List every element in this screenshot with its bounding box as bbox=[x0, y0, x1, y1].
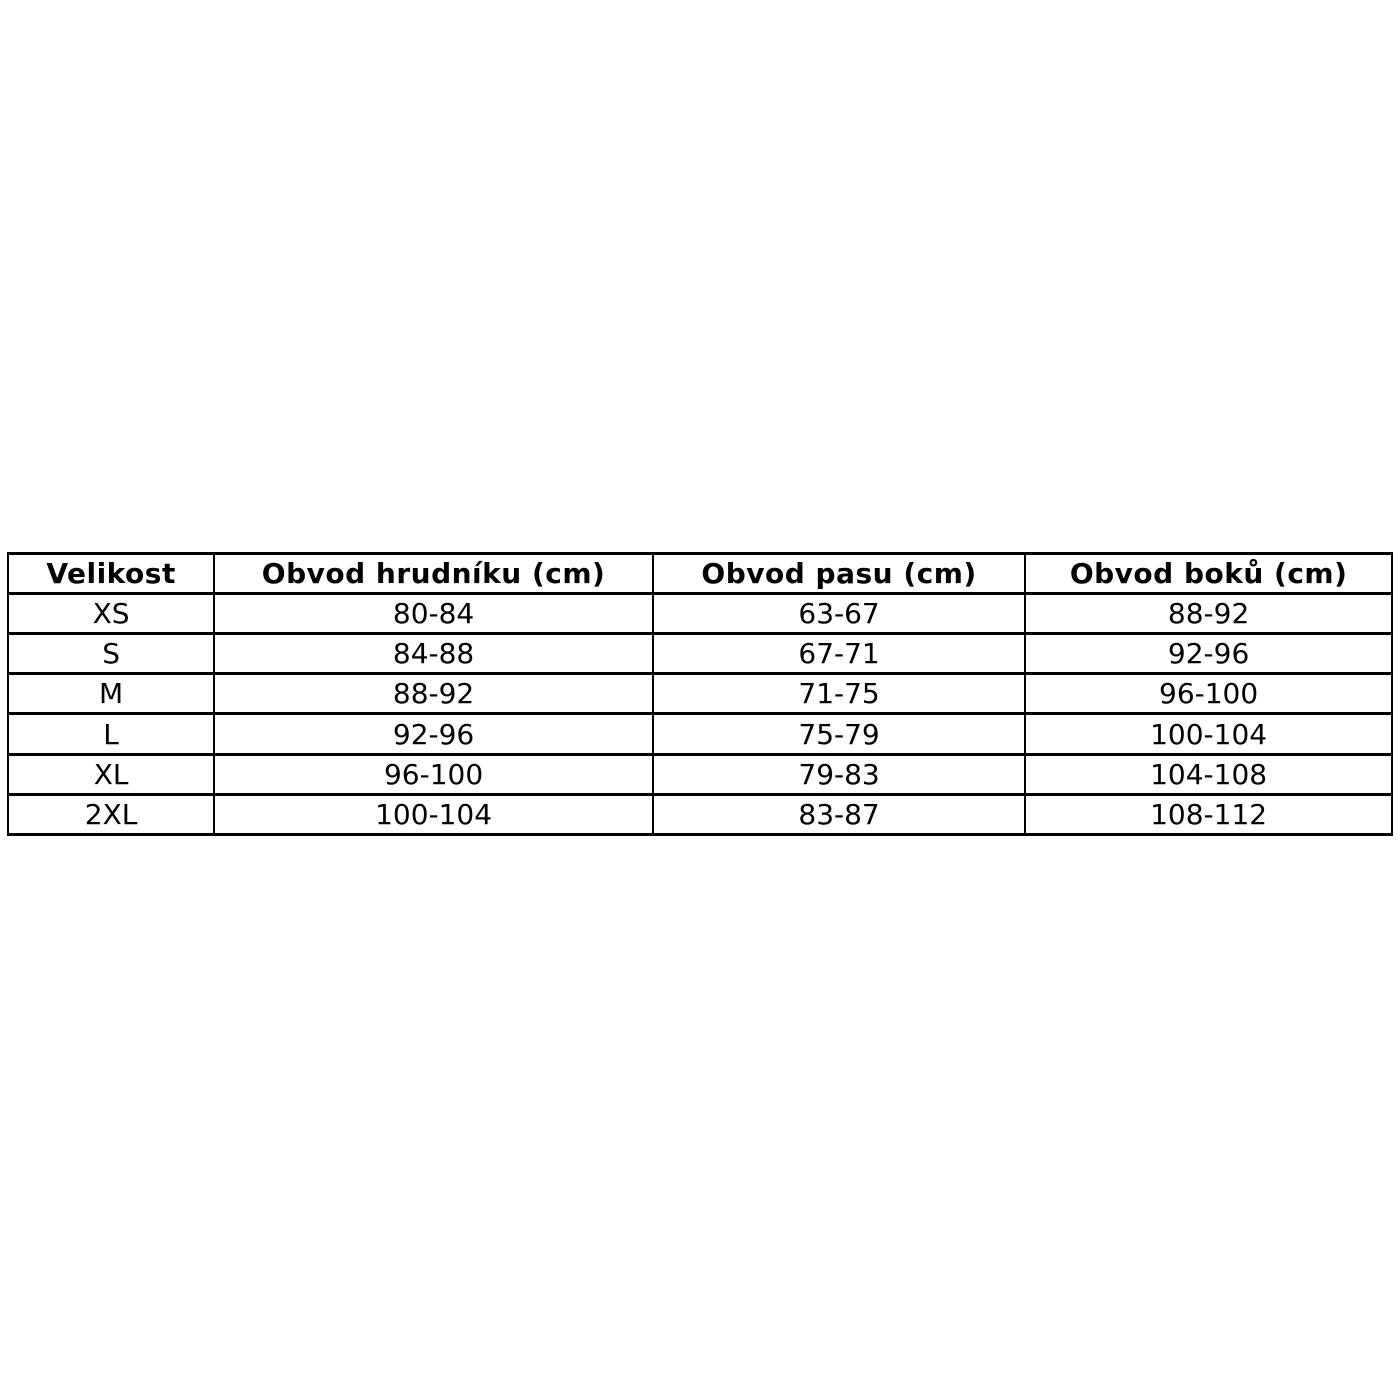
table-cell: 96-100 bbox=[1024, 672, 1393, 716]
table-cell: 108-112 bbox=[1024, 792, 1393, 837]
table-cell: L bbox=[6, 712, 216, 756]
table-cell: XL bbox=[6, 752, 216, 796]
table-row: L 92-96 75-79 100-104 bbox=[6, 712, 1393, 756]
table-cell: 100-104 bbox=[1024, 712, 1393, 756]
table-cell: 67-71 bbox=[651, 632, 1027, 676]
table-cell: 88-92 bbox=[1024, 591, 1393, 636]
table-row: 2XL 100-104 83-87 108-112 bbox=[6, 792, 1393, 837]
table-cell: 104-108 bbox=[1024, 752, 1393, 796]
table-cell: S bbox=[6, 632, 216, 676]
table-cell: 80-84 bbox=[213, 591, 654, 636]
table-cell: 84-88 bbox=[213, 632, 654, 676]
table-cell: 63-67 bbox=[651, 591, 1027, 636]
table-row: M 88-92 71-75 96-100 bbox=[6, 672, 1393, 716]
column-header-waist: Obvod pasu (cm) bbox=[651, 552, 1027, 595]
column-header-chest: Obvod hrudníku (cm) bbox=[213, 552, 654, 595]
table-cell: 71-75 bbox=[651, 672, 1027, 716]
table-cell: M bbox=[6, 672, 216, 716]
table-cell: 92-96 bbox=[1024, 632, 1393, 676]
column-header-size: Velikost bbox=[6, 552, 216, 595]
size-chart-table: Velikost Obvod hrudníku (cm) Obvod pasu … bbox=[6, 552, 1393, 837]
table-cell: 75-79 bbox=[651, 712, 1027, 756]
table-cell: 100-104 bbox=[213, 792, 654, 837]
table-cell: XS bbox=[6, 591, 216, 636]
table-cell: 92-96 bbox=[213, 712, 654, 756]
header-row: Velikost Obvod hrudníku (cm) Obvod pasu … bbox=[6, 552, 1393, 595]
table-cell: 79-83 bbox=[651, 752, 1027, 796]
table-cell: 2XL bbox=[6, 792, 216, 837]
column-header-hips: Obvod boků (cm) bbox=[1024, 552, 1393, 595]
table-cell: 96-100 bbox=[213, 752, 654, 796]
size-chart-body: XS 80-84 63-67 88-92 S 84-88 67-71 92-96 M 88-92 7… bbox=[6, 591, 1393, 837]
table-row: XS 80-84 63-67 88-92 bbox=[6, 591, 1393, 636]
table-row: S 84-88 67-71 92-96 bbox=[6, 632, 1393, 676]
table-row: XL 96-100 79-83 104-108 bbox=[6, 752, 1393, 796]
table-cell: 83-87 bbox=[651, 792, 1027, 837]
table-cell: 88-92 bbox=[213, 672, 654, 716]
